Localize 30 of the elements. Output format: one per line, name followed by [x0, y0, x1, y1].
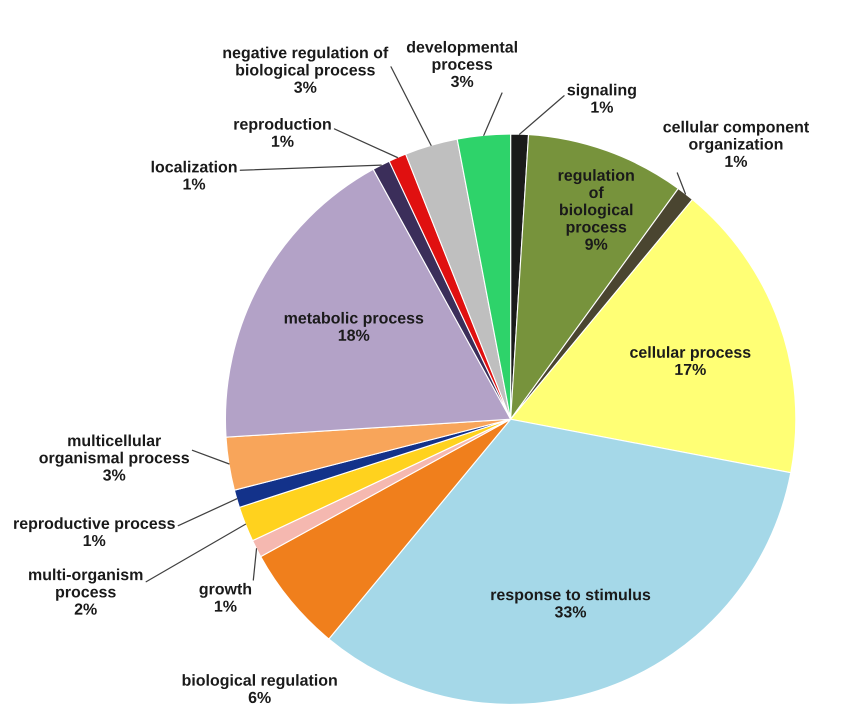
data-label: 3% [294, 82, 316, 93]
data-label: 1% [184, 178, 206, 190]
slice-label: developmental process [406, 40, 517, 74]
slice-label: cellular process [630, 346, 750, 362]
slice-label: cellular component organization [663, 120, 809, 153]
slice-label: multi-organism process [29, 568, 142, 601]
slice-label: regulation of biological process [558, 169, 634, 236]
slice-label: metabolic process [284, 312, 424, 327]
slice-label: response to stimulus [491, 588, 650, 604]
data-label: 6% [248, 692, 271, 704]
data-label: 3% [450, 76, 474, 88]
data-label: 33% [554, 606, 586, 618]
slice-label: negative regulation of biological process [223, 46, 388, 79]
slice-label: growth [199, 582, 252, 598]
data-label: 1% [272, 136, 294, 147]
data-label: 9% [585, 238, 608, 250]
slice-label: biological regulation [182, 674, 337, 690]
slice-label: reproductive process [14, 517, 175, 532]
slice-label: multicellular organismal process [39, 434, 190, 467]
data-label: 1% [84, 534, 106, 546]
slice-label: localization [152, 160, 237, 173]
slice-label: reproduction [234, 118, 331, 133]
data-label: 18% [338, 330, 370, 341]
data-label: 2% [74, 603, 97, 615]
data-label: 1% [214, 600, 237, 612]
data-label: 1% [725, 156, 748, 167]
data-label: 1% [591, 101, 614, 113]
data-label: 17% [675, 364, 706, 376]
slice-label: signaling [567, 84, 636, 99]
data-label: 3% [103, 469, 126, 481]
